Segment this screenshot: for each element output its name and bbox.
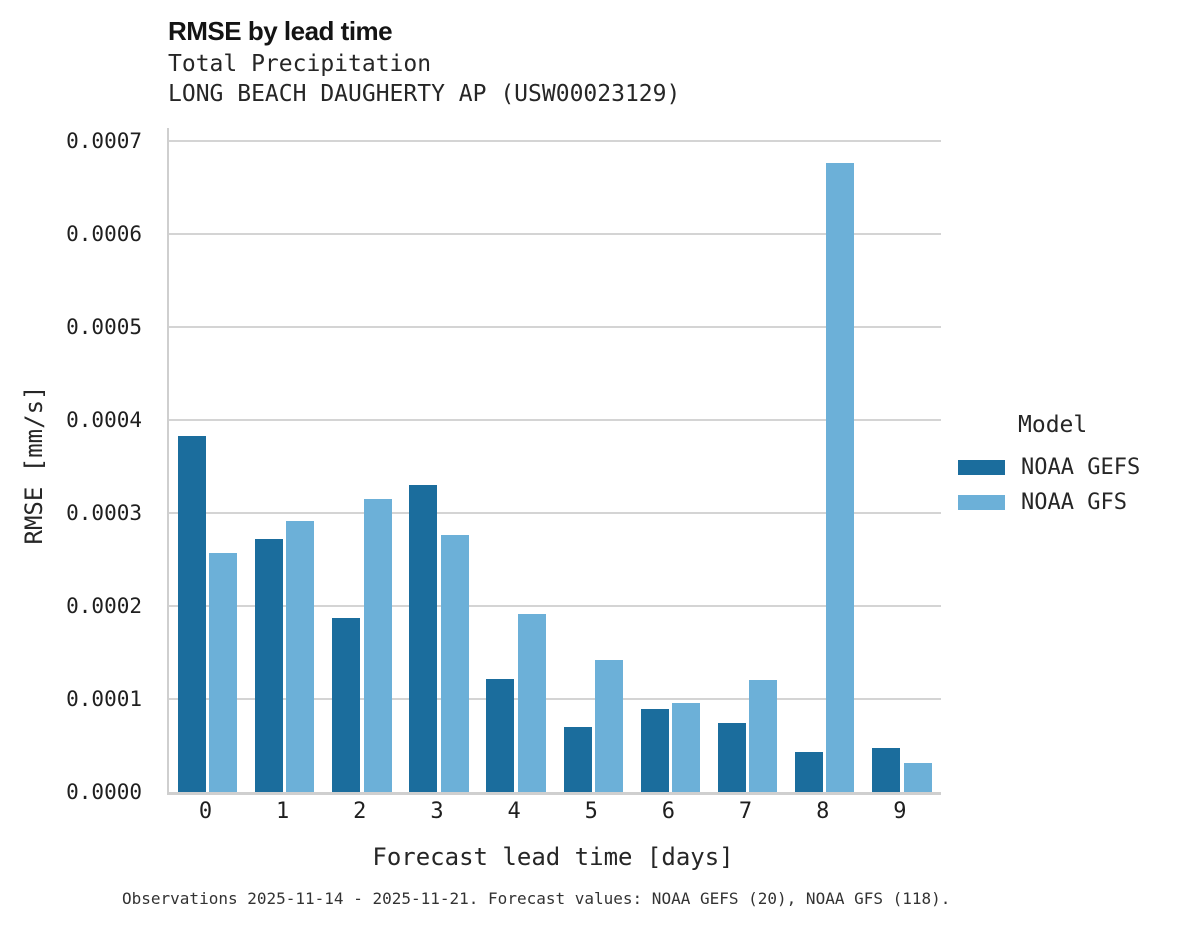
bar-noaa-gfs-day-4 bbox=[517, 614, 546, 792]
chart-subtitle-variable: Total Precipitation bbox=[168, 51, 432, 77]
bar-noaa-gefs-day-0 bbox=[177, 435, 206, 792]
gridline bbox=[169, 605, 941, 607]
x-axis-tick-labels: 0 1 2 3 4 5 6 7 8 9 bbox=[167, 799, 939, 829]
legend-item: NOAA GFS bbox=[958, 485, 1168, 520]
bar-noaa-gfs-day-3 bbox=[440, 535, 469, 792]
legend-swatch-icon bbox=[958, 460, 1005, 475]
y-tick-label: 0.0004 bbox=[66, 408, 142, 432]
x-tick-label: 9 bbox=[893, 799, 907, 824]
bar-noaa-gfs-day-1 bbox=[286, 521, 315, 792]
gridline bbox=[169, 326, 941, 328]
x-tick-label: 4 bbox=[507, 799, 521, 824]
y-tick-label: 0.0001 bbox=[66, 687, 142, 711]
y-tick-label: 0.0006 bbox=[66, 222, 142, 246]
bar-noaa-gefs-day-6 bbox=[640, 709, 669, 792]
gridline bbox=[169, 419, 941, 421]
bar-noaa-gefs-day-9 bbox=[872, 748, 901, 792]
plot-area bbox=[167, 128, 941, 795]
legend-label: NOAA GFS bbox=[1021, 490, 1127, 515]
gridline bbox=[169, 512, 941, 514]
bar-noaa-gefs-day-1 bbox=[254, 539, 283, 792]
x-tick-label: 0 bbox=[198, 799, 213, 824]
chart-title: RMSE by lead time bbox=[168, 16, 393, 46]
y-tick-label: 0.0002 bbox=[66, 594, 142, 618]
x-tick-label: 3 bbox=[430, 799, 444, 824]
legend-items: NOAA GEFS NOAA GFS bbox=[958, 450, 1168, 520]
y-tick-label: 0.0007 bbox=[66, 129, 142, 153]
bar-noaa-gfs-day-6 bbox=[672, 702, 701, 792]
bar-noaa-gefs-day-3 bbox=[409, 485, 438, 792]
y-tick-label: 0.0000 bbox=[66, 780, 142, 804]
bar-noaa-gefs-day-7 bbox=[717, 723, 746, 792]
footer-caption: Observations 2025-11-14 - 2025-11-21. Fo… bbox=[122, 889, 951, 908]
chart-subtitle-station: LONG BEACH DAUGHERTY AP (USW00023129) bbox=[168, 81, 681, 107]
y-tick-label: 0.0003 bbox=[66, 501, 142, 525]
x-axis-title: Forecast lead time [days] bbox=[372, 843, 734, 871]
x-tick-label: 6 bbox=[661, 799, 676, 824]
bar-noaa-gfs-day-0 bbox=[209, 553, 238, 792]
bar-noaa-gfs-day-9 bbox=[903, 763, 932, 792]
bar-noaa-gefs-day-5 bbox=[563, 726, 592, 792]
bar-noaa-gefs-day-2 bbox=[332, 618, 361, 792]
x-tick-label: 1 bbox=[276, 799, 290, 824]
legend-item: NOAA GEFS bbox=[958, 450, 1168, 485]
x-tick-label: 5 bbox=[584, 799, 598, 824]
legend-label: NOAA GEFS bbox=[1021, 455, 1141, 480]
y-tick-label: 0.0005 bbox=[66, 315, 142, 339]
legend-swatch-icon bbox=[958, 495, 1005, 510]
bar-noaa-gefs-day-4 bbox=[486, 678, 515, 792]
legend: Model NOAA GEFS NOAA GFS bbox=[958, 412, 1168, 520]
gridline bbox=[169, 233, 941, 235]
bar-noaa-gefs-day-8 bbox=[794, 752, 823, 792]
x-tick-label: 7 bbox=[738, 799, 753, 824]
legend-title: Model bbox=[1018, 412, 1088, 438]
bar-noaa-gfs-day-7 bbox=[749, 680, 778, 792]
y-axis-tick-labels: 0.0000 0.0001 0.0002 0.0003 0.0004 0.0005 0.00… bbox=[0, 128, 142, 808]
x-tick-label: 8 bbox=[816, 799, 830, 824]
gridline bbox=[169, 698, 941, 700]
x-tick-label: 2 bbox=[353, 799, 367, 824]
bar-noaa-gfs-day-5 bbox=[595, 659, 623, 792]
bar-noaa-gfs-day-8 bbox=[826, 163, 855, 792]
gridline bbox=[169, 140, 941, 142]
bar-noaa-gfs-day-2 bbox=[363, 499, 392, 792]
